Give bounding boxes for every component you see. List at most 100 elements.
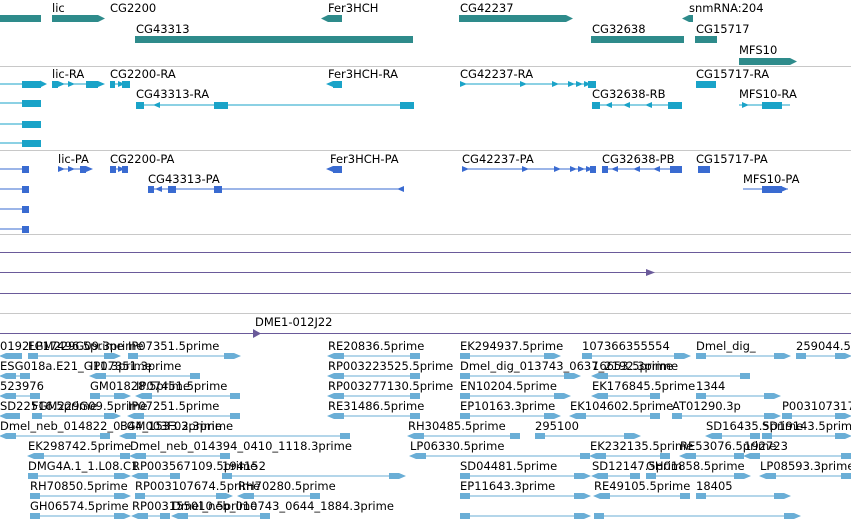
est-label[interactable]: 259044.5prime [796, 339, 851, 353]
est-label[interactable]: DMG4A.1_1.L08.C1 [28, 459, 139, 473]
est-feature[interactable] [327, 393, 420, 399]
protein-label[interactable]: CG15717-PA [696, 152, 768, 166]
est-feature[interactable] [696, 353, 791, 359]
transcript-feature-edge[interactable] [0, 80, 47, 89]
transcript-feature-edge[interactable] [0, 100, 41, 107]
protein-feature[interactable] [462, 166, 596, 173]
protein-feature[interactable] [326, 166, 342, 173]
est-feature[interactable] [135, 393, 240, 399]
est-feature[interactable] [28, 473, 131, 479]
protein-label[interactable]: CG32638-PB [602, 152, 675, 166]
est-label[interactable]: GH01858.5prime [646, 459, 745, 473]
est-label[interactable]: FGM229G09.5prime [32, 399, 148, 413]
est-feature[interactable] [594, 513, 801, 519]
est-feature[interactable] [131, 513, 170, 519]
est-label[interactable]: SD04481.5prime [460, 459, 558, 473]
est-feature[interactable] [409, 453, 590, 459]
est-label[interactable]: P003107317.5prime [782, 399, 851, 413]
est-feature[interactable] [32, 413, 121, 419]
est-feature[interactable] [0, 373, 30, 379]
est-feature[interactable] [460, 473, 591, 479]
est-feature[interactable] [591, 373, 750, 379]
est-feature[interactable] [679, 453, 744, 459]
est-feature[interactable] [743, 453, 851, 459]
est-label[interactable]: RH70850.5prime [30, 479, 128, 493]
est-label[interactable]: 192723 [744, 439, 788, 453]
est-feature[interactable] [759, 473, 851, 479]
est-feature[interactable] [672, 413, 781, 419]
est-label[interactable]: EP11643.3prime [460, 479, 556, 493]
transcript-feature-edge[interactable] [0, 121, 41, 128]
est-feature[interactable] [591, 393, 660, 399]
gene-feature[interactable] [321, 15, 342, 22]
protein-label[interactable]: lic-PA [58, 152, 89, 166]
est-label[interactable]: 16653.5prime [592, 359, 674, 373]
protein-feature[interactable] [698, 166, 710, 173]
gene-feature[interactable] [591, 36, 684, 43]
protein-label[interactable]: MFS10-PA [743, 172, 800, 186]
gene-feature[interactable] [459, 15, 573, 22]
est-feature[interactable] [327, 353, 420, 359]
protein-feature[interactable] [148, 186, 404, 193]
est-feature[interactable] [0, 353, 22, 359]
est-feature[interactable] [129, 453, 230, 459]
est-label[interactable]: RE53076.5prime [680, 439, 777, 453]
gene-feature[interactable] [739, 58, 797, 65]
transcript-feature[interactable] [460, 81, 596, 88]
est-label[interactable]: EK298742.5prime [28, 439, 132, 453]
est-label[interactable]: RP003155010.5prime [132, 499, 258, 513]
est-feature[interactable] [460, 513, 591, 519]
est-feature[interactable] [127, 413, 240, 419]
est-label[interactable]: AT01290.3p [672, 399, 741, 413]
transcript-feature[interactable] [696, 81, 716, 88]
transcript-label[interactable]: MFS10-RA [739, 87, 797, 101]
gene-feature[interactable] [52, 15, 105, 22]
transcript-label[interactable]: lic-RA [52, 67, 85, 81]
est-feature[interactable] [237, 493, 320, 499]
est-feature[interactable] [460, 393, 571, 399]
protein-feature-edge[interactable] [0, 186, 29, 193]
est-label[interactable]: 523976 [0, 379, 44, 393]
est-feature[interactable] [705, 433, 760, 439]
est-label[interactable]: EK104602.5prime [570, 399, 674, 413]
est-feature[interactable] [460, 493, 591, 499]
est-label[interactable]: SD16435.5prime [706, 419, 804, 433]
protein-feature[interactable] [743, 186, 788, 193]
gene-feature[interactable] [0, 15, 41, 22]
est-feature[interactable] [30, 493, 131, 499]
est-label[interactable]: SD22516.5prime [0, 399, 98, 413]
gene-label[interactable]: Fer3HCH [328, 1, 379, 15]
est-feature[interactable] [535, 433, 641, 439]
est-feature[interactable] [696, 393, 781, 399]
est-feature[interactable] [171, 513, 270, 519]
est-label[interactable]: Dmel_neb_010743_0644_1884.3prime [172, 499, 394, 513]
transcript-feature-edge[interactable] [0, 140, 41, 147]
transcript-feature[interactable] [326, 81, 342, 88]
est-label[interactable]: EK232135.5prime [590, 439, 694, 453]
est-feature[interactable] [762, 433, 851, 439]
est-label[interactable]: Dmel_dig_ [696, 339, 756, 353]
est-feature[interactable] [460, 353, 561, 359]
est-feature[interactable] [0, 413, 20, 419]
gene-label[interactable]: snmRNA:204 [689, 1, 764, 15]
est-feature[interactable] [460, 413, 561, 419]
gene-feature[interactable] [695, 36, 717, 43]
gene-label[interactable]: CG15717 [696, 22, 750, 36]
transcript-feature[interactable] [136, 102, 414, 109]
est-label[interactable]: EK176845.5prime [592, 379, 696, 393]
est-feature[interactable] [569, 413, 660, 419]
est-label[interactable]: IP07451.5prime [136, 379, 228, 393]
est-feature[interactable] [646, 473, 751, 479]
est-feature[interactable] [0, 433, 110, 439]
est-label[interactable]: RP003223525.5prime [328, 359, 454, 373]
est-label[interactable]: IP07251.5prime [128, 399, 220, 413]
est-label[interactable]: 1344 [696, 379, 726, 393]
est-label[interactable]: 18405 [696, 479, 733, 493]
est-label[interactable]: LP08593.3prime [760, 459, 851, 473]
est-feature[interactable] [460, 373, 581, 379]
est-feature[interactable] [589, 453, 670, 459]
est-feature[interactable] [89, 373, 200, 379]
gene-feature[interactable] [135, 36, 413, 43]
est-label[interactable]: IP07351.3prime [90, 359, 182, 373]
est-label[interactable]: RH70280.5prime [238, 479, 336, 493]
